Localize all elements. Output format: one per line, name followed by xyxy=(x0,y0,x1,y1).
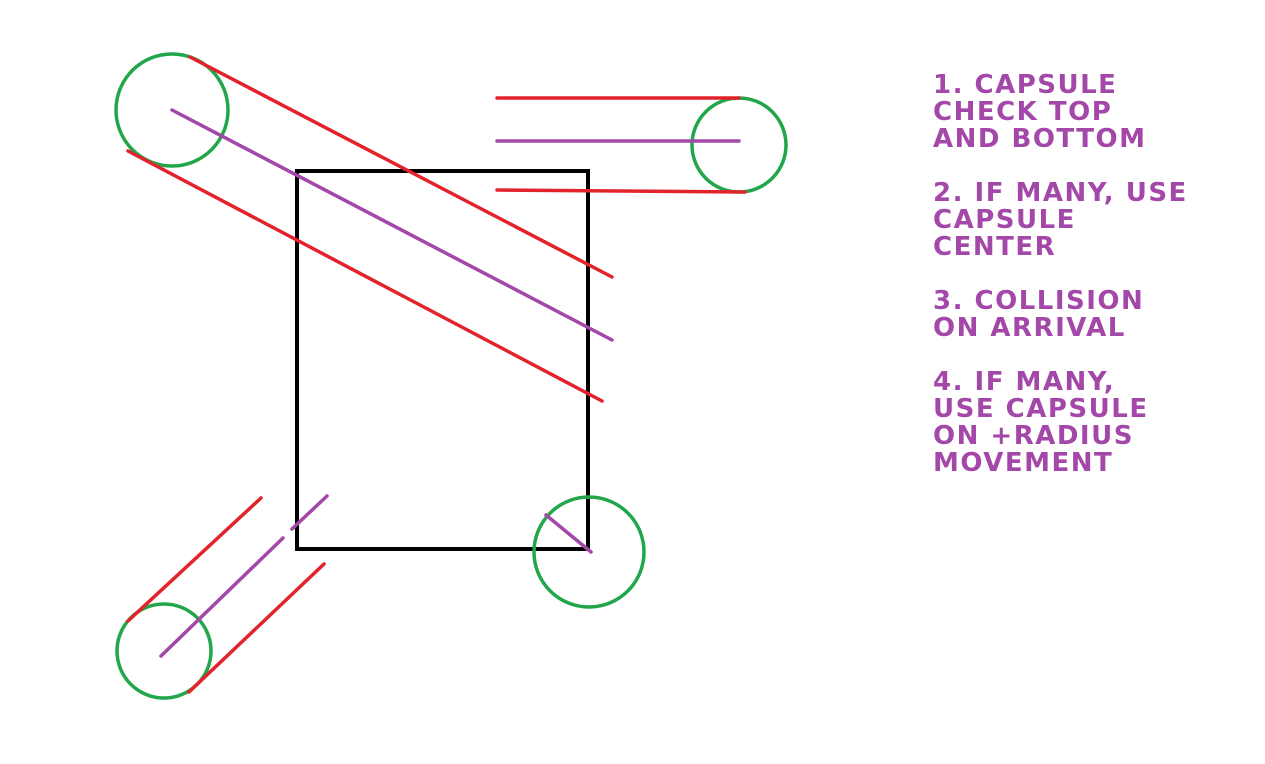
capsule-end-circle xyxy=(690,96,788,194)
note-capsule-center: 2. If many, use capsule center xyxy=(933,178,1188,262)
capsule-top-left xyxy=(114,52,614,403)
capsule-center-line xyxy=(170,108,614,342)
collision-box xyxy=(295,169,590,551)
capsule-start-circle xyxy=(115,602,213,700)
capsule-top-edge xyxy=(126,496,263,623)
capsule-center-line-extension xyxy=(290,494,329,531)
note-collision-arrival: 3. Collision on arrival xyxy=(933,286,1145,343)
capsule-bottom-edge xyxy=(126,149,604,403)
note-radius-movement: 4. If many, use capsule on +radius movem… xyxy=(933,367,1149,478)
capsule-top-right xyxy=(495,96,788,194)
capsule-bottom-left xyxy=(115,494,329,700)
capsule-bottom-edge xyxy=(187,562,326,694)
capsule-center-line xyxy=(544,513,593,554)
capsule-top-edge xyxy=(188,55,614,279)
note-capsule-check: 1. Capsule check top and bottom xyxy=(933,70,1147,154)
capsule-bottom-edge xyxy=(495,188,747,194)
capsule-corner-circle xyxy=(532,495,646,609)
capsule-start-circle xyxy=(114,52,230,168)
capsule-center-line xyxy=(159,536,285,658)
notes-list: 1. Capsule check top and bottom 2. If ma… xyxy=(933,72,1258,504)
capsule-bottom-right xyxy=(532,495,646,609)
